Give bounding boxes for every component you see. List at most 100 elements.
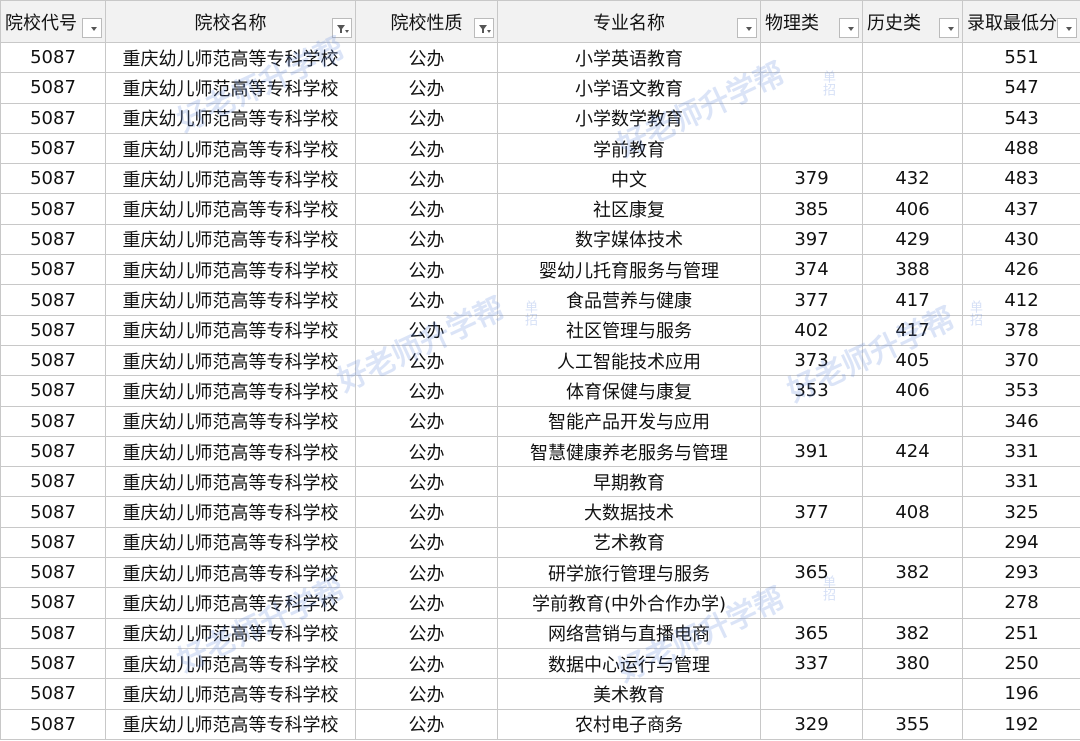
table-cell: 重庆幼儿师范高等专科学校 <box>105 223 356 256</box>
table-cell: 重庆幼儿师范高等专科学校 <box>105 617 356 649</box>
table-cell: 365 <box>760 617 863 649</box>
table-cell: 5087 <box>0 435 106 468</box>
table-cell <box>862 72 963 104</box>
table-cell: 483 <box>962 163 1080 195</box>
table-cell: 5087 <box>0 647 106 680</box>
table-cell: 5087 <box>0 132 106 165</box>
table-cell: 重庆幼儿师范高等专科学校 <box>105 405 356 437</box>
table-cell: 公办 <box>355 72 498 104</box>
table-cell: 重庆幼儿师范高等专科学校 <box>105 284 356 316</box>
table-cell: 365 <box>760 557 863 589</box>
table-row: 5087 重庆幼儿师范高等专科学校 公办 农村电子商务 329 355 192 <box>0 708 1080 740</box>
table-cell: 公办 <box>355 254 498 286</box>
table-cell: 公办 <box>355 344 498 377</box>
table-cell: 5087 <box>0 41 106 74</box>
table-cell: 402 <box>760 314 863 346</box>
table-cell: 293 <box>962 557 1080 589</box>
table-cell: 公办 <box>355 435 498 468</box>
table-cell: 公办 <box>355 496 498 528</box>
table-cell: 5087 <box>0 344 106 377</box>
table-cell: 公办 <box>355 314 498 346</box>
filter-button[interactable] <box>1057 18 1077 38</box>
table-row: 5087 重庆幼儿师范高等专科学校 公办 社区康复 385 406 437 <box>0 193 1080 225</box>
table-row: 5087 重庆幼儿师范高等专科学校 公办 研学旅行管理与服务 365 382 293 <box>0 557 1080 589</box>
table-cell: 公办 <box>355 526 498 559</box>
table-row: 5087 重庆幼儿师范高等专科学校 公办 学前教育(中外合作办学) 278 <box>0 587 1080 619</box>
table-cell <box>862 526 963 559</box>
table-cell: 公办 <box>355 405 498 437</box>
filter-button[interactable] <box>332 18 352 38</box>
table-cell: 251 <box>962 617 1080 649</box>
table-cell: 385 <box>760 193 863 225</box>
table-cell: 公办 <box>355 647 498 680</box>
table-cell: 355 <box>862 708 963 740</box>
table-cell: 337 <box>760 647 863 680</box>
table-cell: 小学数学教育 <box>497 102 761 134</box>
header-text: 专业名称 <box>593 12 665 34</box>
table-row: 5087 重庆幼儿师范高等专科学校 公办 早期教育 331 <box>0 466 1080 498</box>
filter-button[interactable] <box>839 18 859 38</box>
table-row: 5087 重庆幼儿师范高等专科学校 公办 婴幼儿托育服务与管理 374 388 426 <box>0 254 1080 286</box>
filter-button[interactable] <box>82 18 102 38</box>
table-cell: 重庆幼儿师范高等专科学校 <box>105 526 356 559</box>
table-cell: 重庆幼儿师范高等专科学校 <box>105 132 356 165</box>
table-cell: 382 <box>862 617 963 649</box>
table-cell: 5087 <box>0 526 106 559</box>
filter-button[interactable] <box>474 18 494 38</box>
table-cell: 543 <box>962 102 1080 134</box>
table-cell <box>760 587 863 619</box>
table-cell: 346 <box>962 405 1080 437</box>
table-cell: 食品营养与健康 <box>497 284 761 316</box>
table-cell: 5087 <box>0 254 106 286</box>
column-header: 院校名称 <box>105 0 356 43</box>
table-cell: 人工智能技术应用 <box>497 344 761 377</box>
table-cell: 小学语文教育 <box>497 72 761 104</box>
table-cell: 5087 <box>0 496 106 528</box>
table-cell: 5087 <box>0 223 106 256</box>
table-cell: 373 <box>760 344 863 377</box>
table-cell: 430 <box>962 223 1080 256</box>
column-header: 历史类 <box>862 0 963 43</box>
table-cell <box>862 102 963 134</box>
table-cell: 5087 <box>0 678 106 710</box>
table-cell: 382 <box>862 557 963 589</box>
table-cell: 426 <box>962 254 1080 286</box>
table-cell: 大数据技术 <box>497 496 761 528</box>
table-row: 5087 重庆幼儿师范高等专科学校 公办 小学英语教育 551 <box>0 41 1080 74</box>
column-header: 专业名称 <box>497 0 761 43</box>
table-row: 5087 重庆幼儿师范高等专科学校 公办 体育保健与康复 353 406 353 <box>0 375 1080 407</box>
table-cell: 公办 <box>355 678 498 710</box>
table-cell: 重庆幼儿师范高等专科学校 <box>105 254 356 286</box>
filter-button[interactable] <box>939 18 959 38</box>
table-cell <box>760 526 863 559</box>
table-cell: 公办 <box>355 284 498 316</box>
table-row: 5087 重庆幼儿师范高等专科学校 公办 食品营养与健康 377 417 412 <box>0 284 1080 316</box>
table-cell: 公办 <box>355 587 498 619</box>
table-cell: 417 <box>862 284 963 316</box>
table-cell <box>862 405 963 437</box>
table-row: 5087 重庆幼儿师范高等专科学校 公办 小学数学教育 543 <box>0 102 1080 134</box>
table-cell: 公办 <box>355 102 498 134</box>
filter-button[interactable] <box>737 18 757 38</box>
table-cell <box>862 41 963 74</box>
table-cell <box>760 102 863 134</box>
table-cell: 重庆幼儿师范高等专科学校 <box>105 375 356 407</box>
table-cell: 378 <box>962 314 1080 346</box>
header-text: 院校代号 <box>5 12 77 34</box>
table-cell: 重庆幼儿师范高等专科学校 <box>105 163 356 195</box>
table-cell: 社区管理与服务 <box>497 314 761 346</box>
table-cell: 重庆幼儿师范高等专科学校 <box>105 557 356 589</box>
table-cell <box>760 466 863 498</box>
table-cell: 数字媒体技术 <box>497 223 761 256</box>
table-cell: 377 <box>760 284 863 316</box>
table-cell: 429 <box>862 223 963 256</box>
table-cell: 重庆幼儿师范高等专科学校 <box>105 102 356 134</box>
table-cell: 重庆幼儿师范高等专科学校 <box>105 496 356 528</box>
table-cell <box>862 132 963 165</box>
table-cell: 5087 <box>0 617 106 649</box>
table-cell: 424 <box>862 435 963 468</box>
table-cell: 412 <box>962 284 1080 316</box>
table-cell: 406 <box>862 193 963 225</box>
table-cell: 社区康复 <box>497 193 761 225</box>
table-cell: 405 <box>862 344 963 377</box>
